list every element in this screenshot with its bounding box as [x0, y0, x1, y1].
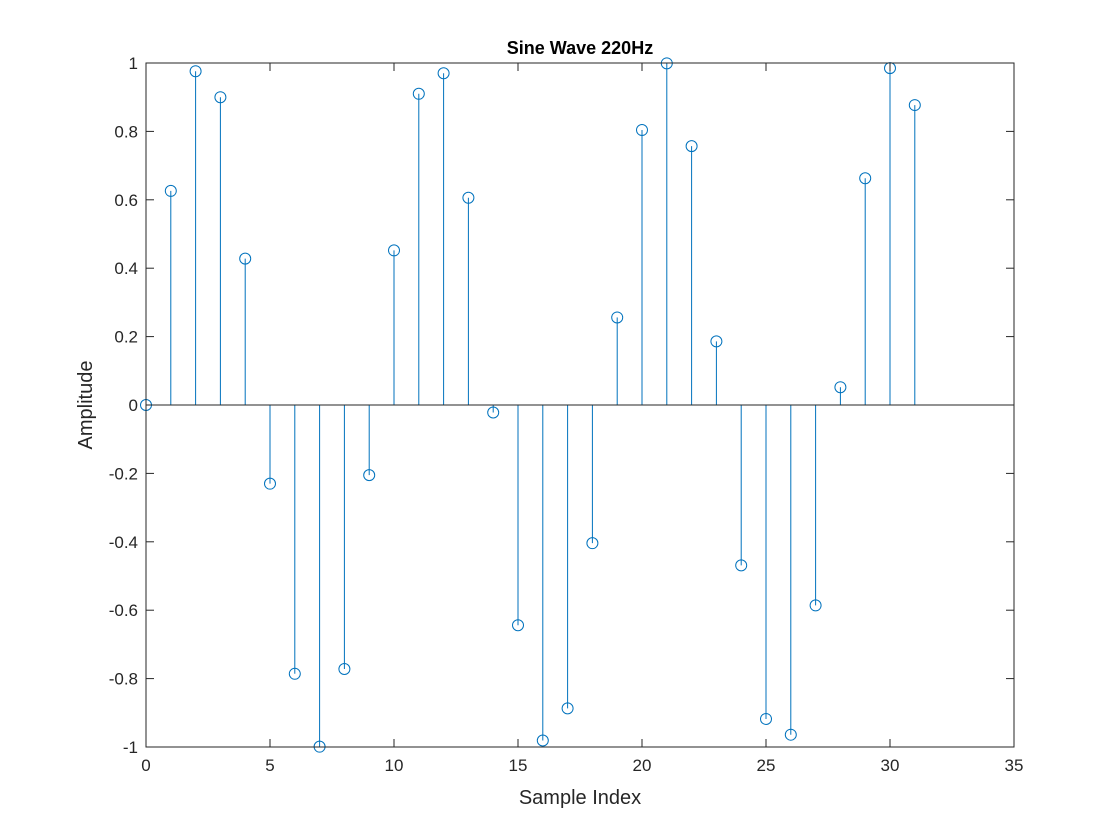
stem-marker: [908, 99, 921, 112]
y-tick-label: -1: [123, 738, 138, 757]
stem-marker: [735, 559, 748, 572]
y-tick-label: -0.2: [109, 464, 138, 483]
stem-marker: [338, 663, 351, 676]
y-tick-label: -0.4: [109, 533, 138, 552]
y-tick-label: -0.8: [109, 670, 138, 689]
chart-title: Sine Wave 220Hz: [507, 38, 653, 58]
y-tick-label: 0.2: [114, 328, 138, 347]
stem-marker: [412, 87, 425, 100]
stem-marker: [760, 712, 772, 725]
stem-marker: [164, 184, 177, 197]
x-tick-label: 15: [509, 756, 528, 775]
stem-marker: [784, 728, 797, 741]
y-axis-ticks: -1 -0.8 -0.6 -0.4 -0.2 0 0.2 0.4 0.6 0.8 1: [109, 54, 1014, 757]
stem-marker: [189, 65, 202, 78]
x-axis-label: Sample Index: [519, 787, 641, 809]
x-tick-label: 10: [385, 756, 404, 775]
y-tick-label: -0.6: [109, 601, 138, 620]
stem-marker: [264, 477, 276, 490]
x-tick-label: 30: [881, 756, 900, 775]
stem-marker: [611, 311, 624, 324]
stem-marker: [437, 67, 450, 80]
stem-group: [170, 63, 916, 747]
x-tick-label: 5: [265, 756, 274, 775]
stem-marker: [388, 244, 400, 257]
x-tick-label: 35: [1005, 756, 1024, 775]
stem-marker: [363, 469, 376, 482]
stem-marker: [462, 191, 475, 204]
stem-marker: [809, 599, 822, 612]
y-tick-label: 0.8: [114, 122, 138, 141]
y-tick-label: 0: [129, 396, 138, 415]
stem-marker: [710, 335, 723, 348]
stem-marker: [834, 381, 847, 394]
x-tick-label: 20: [633, 756, 652, 775]
stem-marker: [561, 702, 574, 715]
y-tick-label: 0.4: [114, 259, 138, 278]
x-tick-label: 25: [757, 756, 776, 775]
stem-marker: [685, 140, 698, 153]
y-tick-label: 1: [129, 54, 138, 73]
stem-marker: [239, 252, 252, 265]
stem-marker: [487, 406, 500, 419]
stem-marker: [512, 619, 524, 632]
stem-marker: [859, 172, 872, 185]
stem-marker: [536, 734, 549, 747]
stem-marker: [288, 667, 301, 680]
x-tick-label: 0: [141, 756, 150, 775]
y-axis-label: Amplitude: [75, 361, 97, 450]
y-tick-label: 0.6: [114, 191, 138, 210]
stem-marker: [636, 124, 648, 137]
x-axis-ticks: 0 5 10 15 20 25 30 35: [141, 63, 1023, 775]
stem-marker: [214, 91, 227, 104]
stem-marker: [586, 537, 599, 550]
